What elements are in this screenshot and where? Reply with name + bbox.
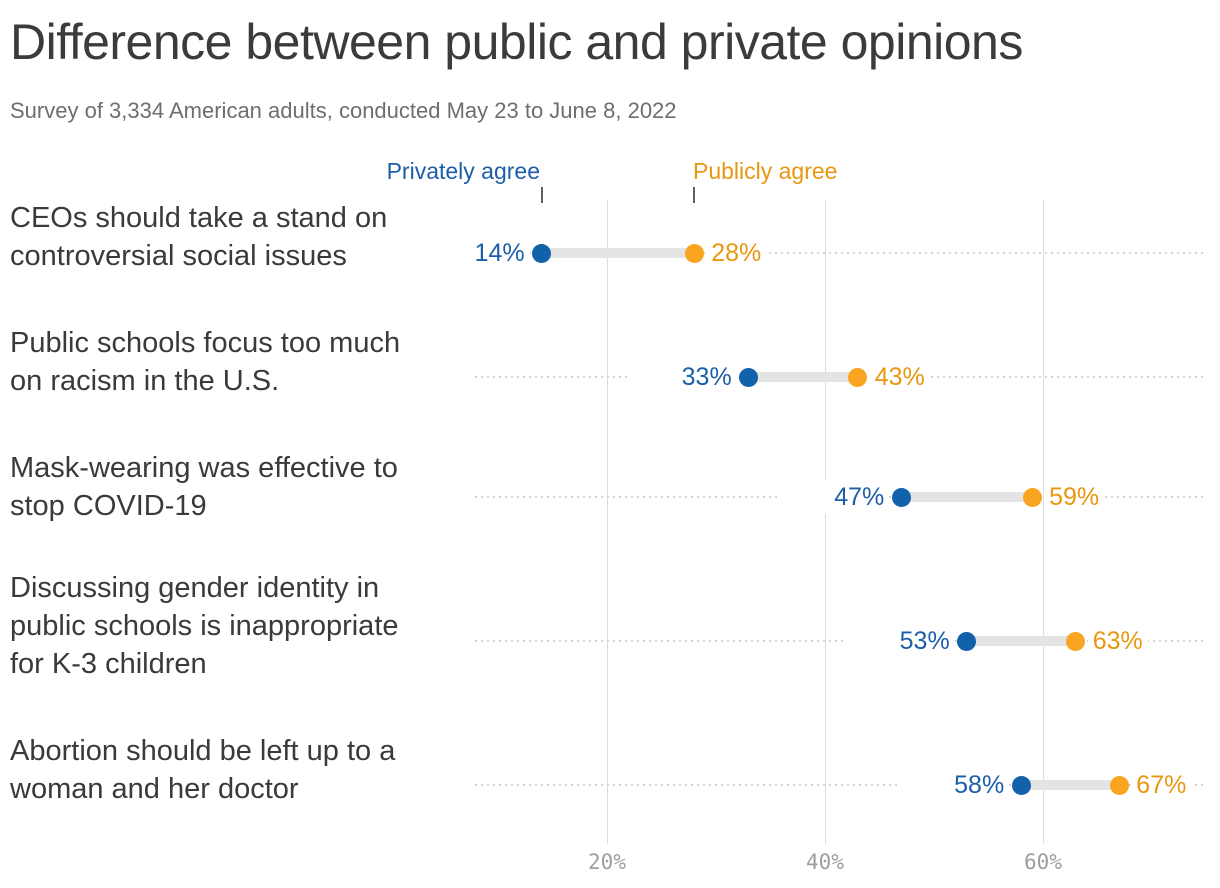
dumbbell-connector: [966, 636, 1076, 646]
privately-agree-dot: [1011, 775, 1031, 795]
privately-agree-value-label: 14%: [419, 236, 530, 270]
gridline-20%: [607, 200, 608, 844]
publicly-agree-dot: [684, 243, 704, 263]
category-label-row-3: Mask-wearing was effective to stop COVID-…: [10, 449, 398, 525]
legend-pointer-tick-private: [540, 187, 543, 203]
category-label-row-5: Abortion should be left up to a woman and…: [10, 732, 395, 808]
privately-agree-value-label: 58%: [899, 768, 1010, 802]
category-label-line: woman and her doctor: [10, 773, 299, 805]
row-leader-line: [475, 784, 1207, 786]
legend-publicly-agree: Publicly agree: [693, 158, 838, 184]
privately-agree-dot: [739, 367, 759, 387]
dumbbell-connector: [1021, 780, 1120, 790]
chart-subtitle: Survey of 3,334 American adults, conduct…: [10, 98, 677, 123]
publicly-agree-value-label: 43%: [869, 360, 930, 394]
category-label-line: Public schools focus too much: [10, 327, 401, 359]
category-label-line: CEOs should take a stand on: [10, 202, 388, 234]
gridline-60%: [1043, 200, 1044, 844]
dumbbell-connector: [901, 492, 1033, 502]
dumbbell-connector: [748, 372, 858, 382]
chart-title: Difference between public and private op…: [10, 14, 1023, 70]
category-label-line: for K-3 children: [10, 648, 207, 680]
publicly-agree-value-label: 63%: [1087, 624, 1148, 658]
publicly-agree-dot: [1109, 775, 1129, 795]
publicly-agree-value-label: 67%: [1131, 768, 1192, 802]
category-label-line: public schools is inappropriate: [10, 610, 399, 642]
row-leader-line: [475, 640, 1207, 642]
privately-agree-dot: [957, 631, 977, 651]
axis-tick-label-20%: 20%: [588, 850, 626, 874]
row-leader-line: [475, 252, 1207, 254]
privately-agree-dot: [891, 487, 911, 507]
legend-privately-agree: Privately agree: [386, 158, 540, 184]
dumbbell-connector: [541, 248, 695, 258]
category-label-line: Mask-wearing was effective to: [10, 452, 398, 484]
gridline-40%: [825, 200, 826, 844]
category-label-row-4: Discussing gender identity in public scho…: [10, 569, 399, 683]
category-label-line: controversial social issues: [10, 240, 347, 272]
axis-tick-label-40%: 40%: [806, 850, 844, 874]
axis-tick-label-60%: 60%: [1024, 850, 1062, 874]
publicly-agree-dot: [1066, 631, 1086, 651]
publicly-agree-value-label: 28%: [706, 236, 767, 270]
category-label-line: on racism in the U.S.: [10, 365, 280, 397]
publicly-agree-dot: [848, 367, 868, 387]
category-label-row-1: CEOs should take a stand on controversial…: [10, 199, 387, 275]
legend-pointer-tick-public: [693, 187, 696, 203]
category-label-line: Discussing gender identity in: [10, 572, 380, 604]
category-label-line: stop COVID-19: [10, 490, 207, 522]
privately-agree-value-label: 33%: [626, 360, 737, 394]
publicly-agree-value-label: 59%: [1044, 480, 1105, 514]
privately-agree-value-label: 47%: [779, 480, 890, 514]
category-label-row-2: Public schools focus too much on racism i…: [10, 324, 400, 400]
privately-agree-value-label: 53%: [844, 624, 955, 658]
privately-agree-dot: [532, 243, 552, 263]
category-label-line: Abortion should be left up to a: [10, 735, 396, 767]
publicly-agree-dot: [1022, 487, 1042, 507]
